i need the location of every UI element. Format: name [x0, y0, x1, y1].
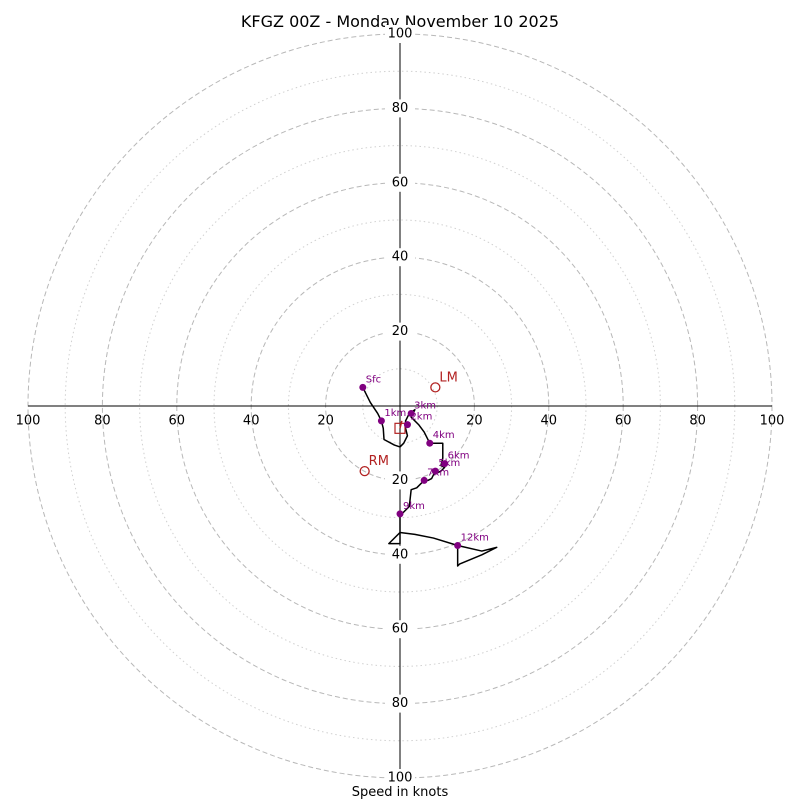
height-marker-label: 2km — [410, 412, 432, 423]
tick-label-bottom: 80 — [392, 696, 409, 711]
axes — [28, 34, 772, 778]
tick-label-right: 60 — [615, 414, 632, 429]
height-marker-dot — [403, 421, 411, 429]
tick-label-top: 20 — [392, 324, 409, 339]
tick-label-right: 40 — [541, 414, 558, 429]
height-marker-dot — [454, 542, 462, 549]
tick-label-bg — [385, 248, 415, 267]
tick-label-top: 40 — [392, 250, 409, 265]
tick-label-left: 20 — [317, 414, 334, 429]
tick-label-bg — [385, 471, 415, 490]
tick-label-top: 100 — [388, 27, 413, 42]
height-marker-dot — [407, 409, 415, 417]
tick-label-left: 60 — [169, 414, 186, 429]
tick-label-left: 40 — [243, 414, 260, 429]
tick-label-bg — [385, 173, 415, 192]
tick-label-bottom: 20 — [392, 473, 409, 488]
tick-label-top: 80 — [392, 101, 409, 116]
tick-label-bottom: 100 — [388, 771, 413, 786]
height-marker-dot — [426, 439, 434, 447]
tick-label-bottom: 60 — [392, 622, 409, 637]
height-marker-dot — [377, 417, 385, 425]
tick-label-left: 80 — [94, 414, 111, 429]
height-marker-label: 9km — [403, 501, 425, 512]
tick-label-bg — [385, 25, 415, 43]
chart-title: KFGZ 00Z - Monday November 10 2025 — [241, 12, 559, 31]
height-marker-label: 12km — [461, 533, 489, 544]
hodograph-trace-layer — [362, 387, 498, 567]
height-marker-dot — [431, 467, 439, 475]
tick-label-right: 100 — [760, 414, 785, 429]
tick-label-bottom: 40 — [392, 547, 409, 562]
tick-label-bg — [385, 322, 415, 341]
storm-motion-label-rm: RM — [369, 454, 389, 469]
height-marker-dot — [359, 383, 367, 391]
height-marker-label: 6km — [448, 451, 470, 462]
storm-motion-layer: LM RM — [359, 370, 458, 477]
tick-label-bg — [385, 694, 415, 713]
tick-label-bg — [385, 769, 415, 787]
mean-wind-marker — [394, 422, 406, 434]
height-marker-label: 5km — [438, 458, 460, 469]
height-marker-dot — [441, 460, 449, 468]
storm-motion-marker-lm — [430, 382, 441, 393]
tick-label-bg — [385, 620, 415, 639]
mean-wind-vector — [399, 420, 403, 429]
hodograph-line — [362, 387, 498, 567]
tick-label-right: 80 — [689, 414, 706, 429]
height-marker-label: Sfc — [366, 374, 381, 385]
height-marker-label: 3km — [414, 400, 436, 411]
height-marker-dot — [420, 476, 428, 484]
tick-label-bg — [385, 99, 415, 118]
tick-label-top: 60 — [392, 175, 409, 190]
x-axis-label: Speed in knots — [352, 785, 449, 800]
height-marker-dot — [396, 510, 404, 518]
storm-motion-label-lm: LM — [439, 370, 457, 385]
tick-label-bg — [385, 545, 415, 564]
axis-ticks: 20 20 20 20 40 40 40 40 60 60 60 60 80 80 80 80 100 100 10… — [16, 25, 785, 787]
storm-motion-marker-rm — [359, 465, 370, 477]
height-marker-label: 1km — [384, 408, 406, 419]
height-marker-label: 7km — [427, 467, 449, 478]
tick-label-right: 20 — [466, 414, 483, 429]
tick-label-left: 100 — [16, 414, 41, 429]
height-marker-label: 4km — [433, 430, 455, 441]
